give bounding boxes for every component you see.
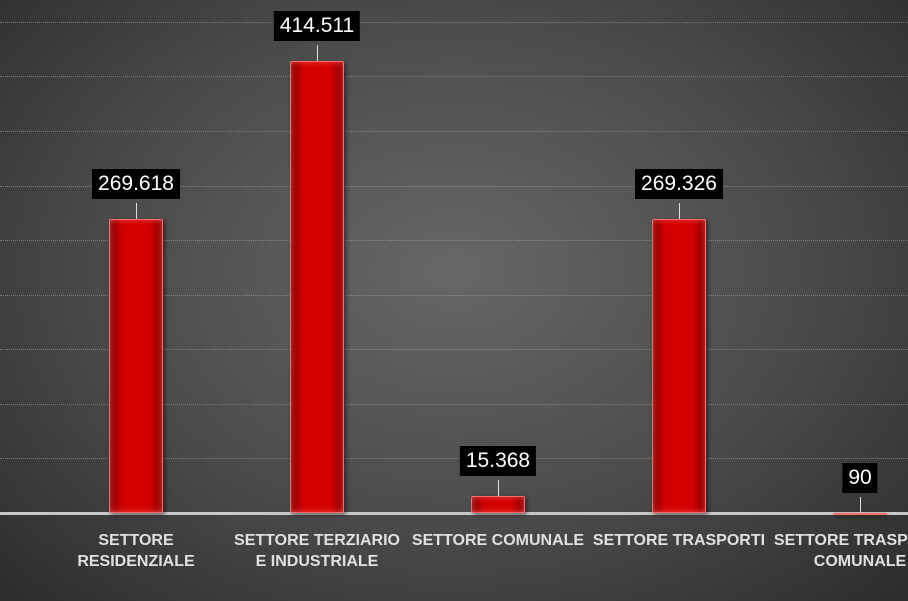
- grid-line: [0, 349, 908, 351]
- data-label: 269.326: [635, 169, 723, 200]
- x-tick-label: SETTORE TRASPORTI COMUNALE: [773, 532, 908, 570]
- baseline: [0, 512, 908, 515]
- x-tick-label: SETTORE TERZIARIO E INDUSTRIALE: [234, 532, 400, 570]
- grid-line: [0, 76, 908, 78]
- leader-line: [679, 203, 680, 220]
- leader-line: [136, 202, 137, 219]
- bar: [109, 218, 163, 513]
- grid-line: [0, 185, 908, 187]
- bar: [833, 512, 887, 515]
- grid-line: [0, 240, 908, 242]
- data-label: 414.511: [273, 10, 361, 41]
- grid-line: [0, 403, 908, 405]
- grid-line: [0, 458, 908, 460]
- x-tick-label: SETTORE COMUNALE: [411, 532, 585, 549]
- grid-line: [0, 21, 908, 23]
- leader-line: [860, 496, 861, 513]
- leader-line: [317, 44, 318, 61]
- bar: [652, 219, 706, 513]
- x-tick-label: SETTORE TRASPORTI: [592, 532, 766, 549]
- data-label: 269.618: [92, 168, 180, 199]
- leader-line: [498, 480, 499, 497]
- data-label: 90: [842, 462, 878, 493]
- x-tick-label: SETTORE RESIDENZIALE: [77, 532, 195, 570]
- grid-line: [0, 294, 908, 296]
- grid-line: [0, 130, 908, 132]
- bar: [471, 496, 525, 513]
- data-label: 15.368: [459, 446, 537, 477]
- bar: [290, 60, 344, 513]
